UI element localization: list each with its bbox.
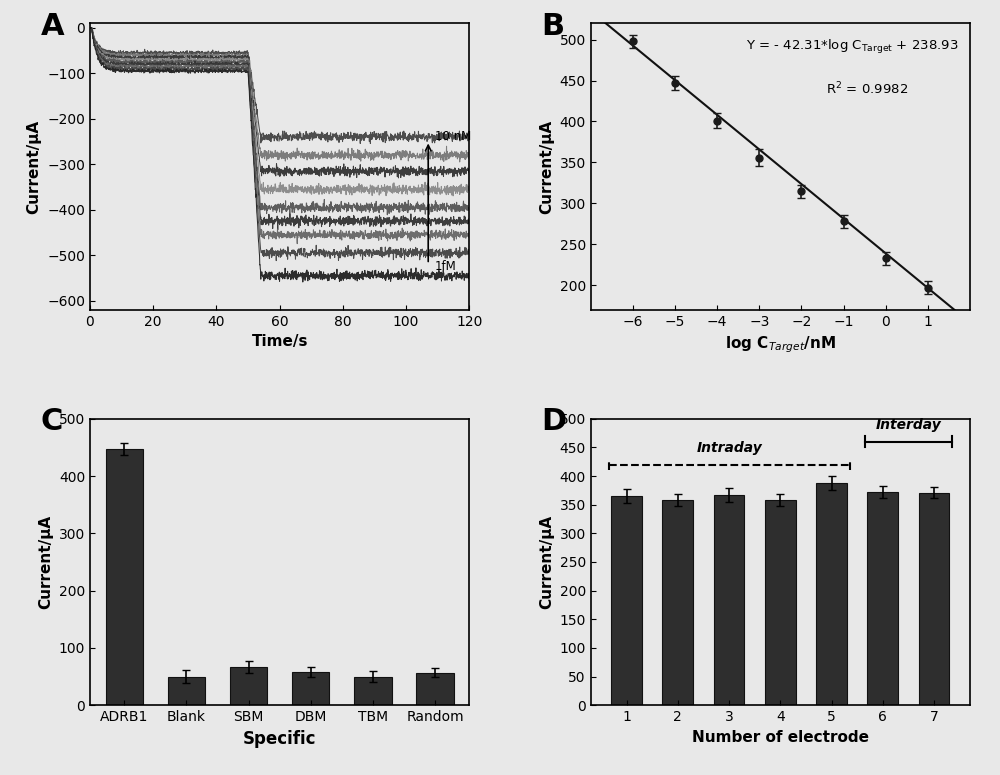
Bar [765, 500, 796, 705]
Y-axis label: Current/μA: Current/μA [27, 119, 42, 214]
Bar [230, 666, 267, 705]
Bar [714, 495, 744, 705]
X-axis label: Time/s: Time/s [251, 334, 308, 350]
X-axis label: Number of electrode: Number of electrode [692, 730, 869, 745]
Text: 1fM: 1fM [435, 260, 456, 273]
Bar [662, 500, 693, 705]
Text: R$^{2}$ = 0.9982: R$^{2}$ = 0.9982 [826, 81, 908, 97]
Y-axis label: Current/μA: Current/μA [38, 515, 53, 609]
X-axis label: Specific: Specific [243, 730, 316, 748]
Text: Y = - 42.31*log C$_{\mathrm{Target}}$ + 238.93: Y = - 42.31*log C$_{\mathrm{Target}}$ + … [746, 37, 959, 56]
Bar [867, 492, 898, 705]
Bar [416, 673, 454, 705]
Y-axis label: Current/μA: Current/μA [539, 515, 554, 609]
Text: D: D [541, 407, 567, 436]
Bar [611, 496, 642, 705]
Bar [919, 493, 949, 705]
Bar [292, 672, 329, 705]
Text: B: B [541, 12, 565, 41]
Bar [816, 483, 847, 705]
Text: Interday: Interday [876, 418, 941, 432]
Text: C: C [41, 407, 63, 436]
Bar [106, 449, 143, 705]
Y-axis label: Current/μA: Current/μA [539, 119, 554, 214]
Text: A: A [41, 12, 64, 41]
Bar [168, 677, 205, 705]
Text: 10 nM: 10 nM [435, 130, 471, 143]
Bar [354, 677, 392, 705]
Text: Intraday: Intraday [696, 442, 762, 456]
X-axis label: log C$_{Target}$/nM: log C$_{Target}$/nM [725, 334, 836, 355]
